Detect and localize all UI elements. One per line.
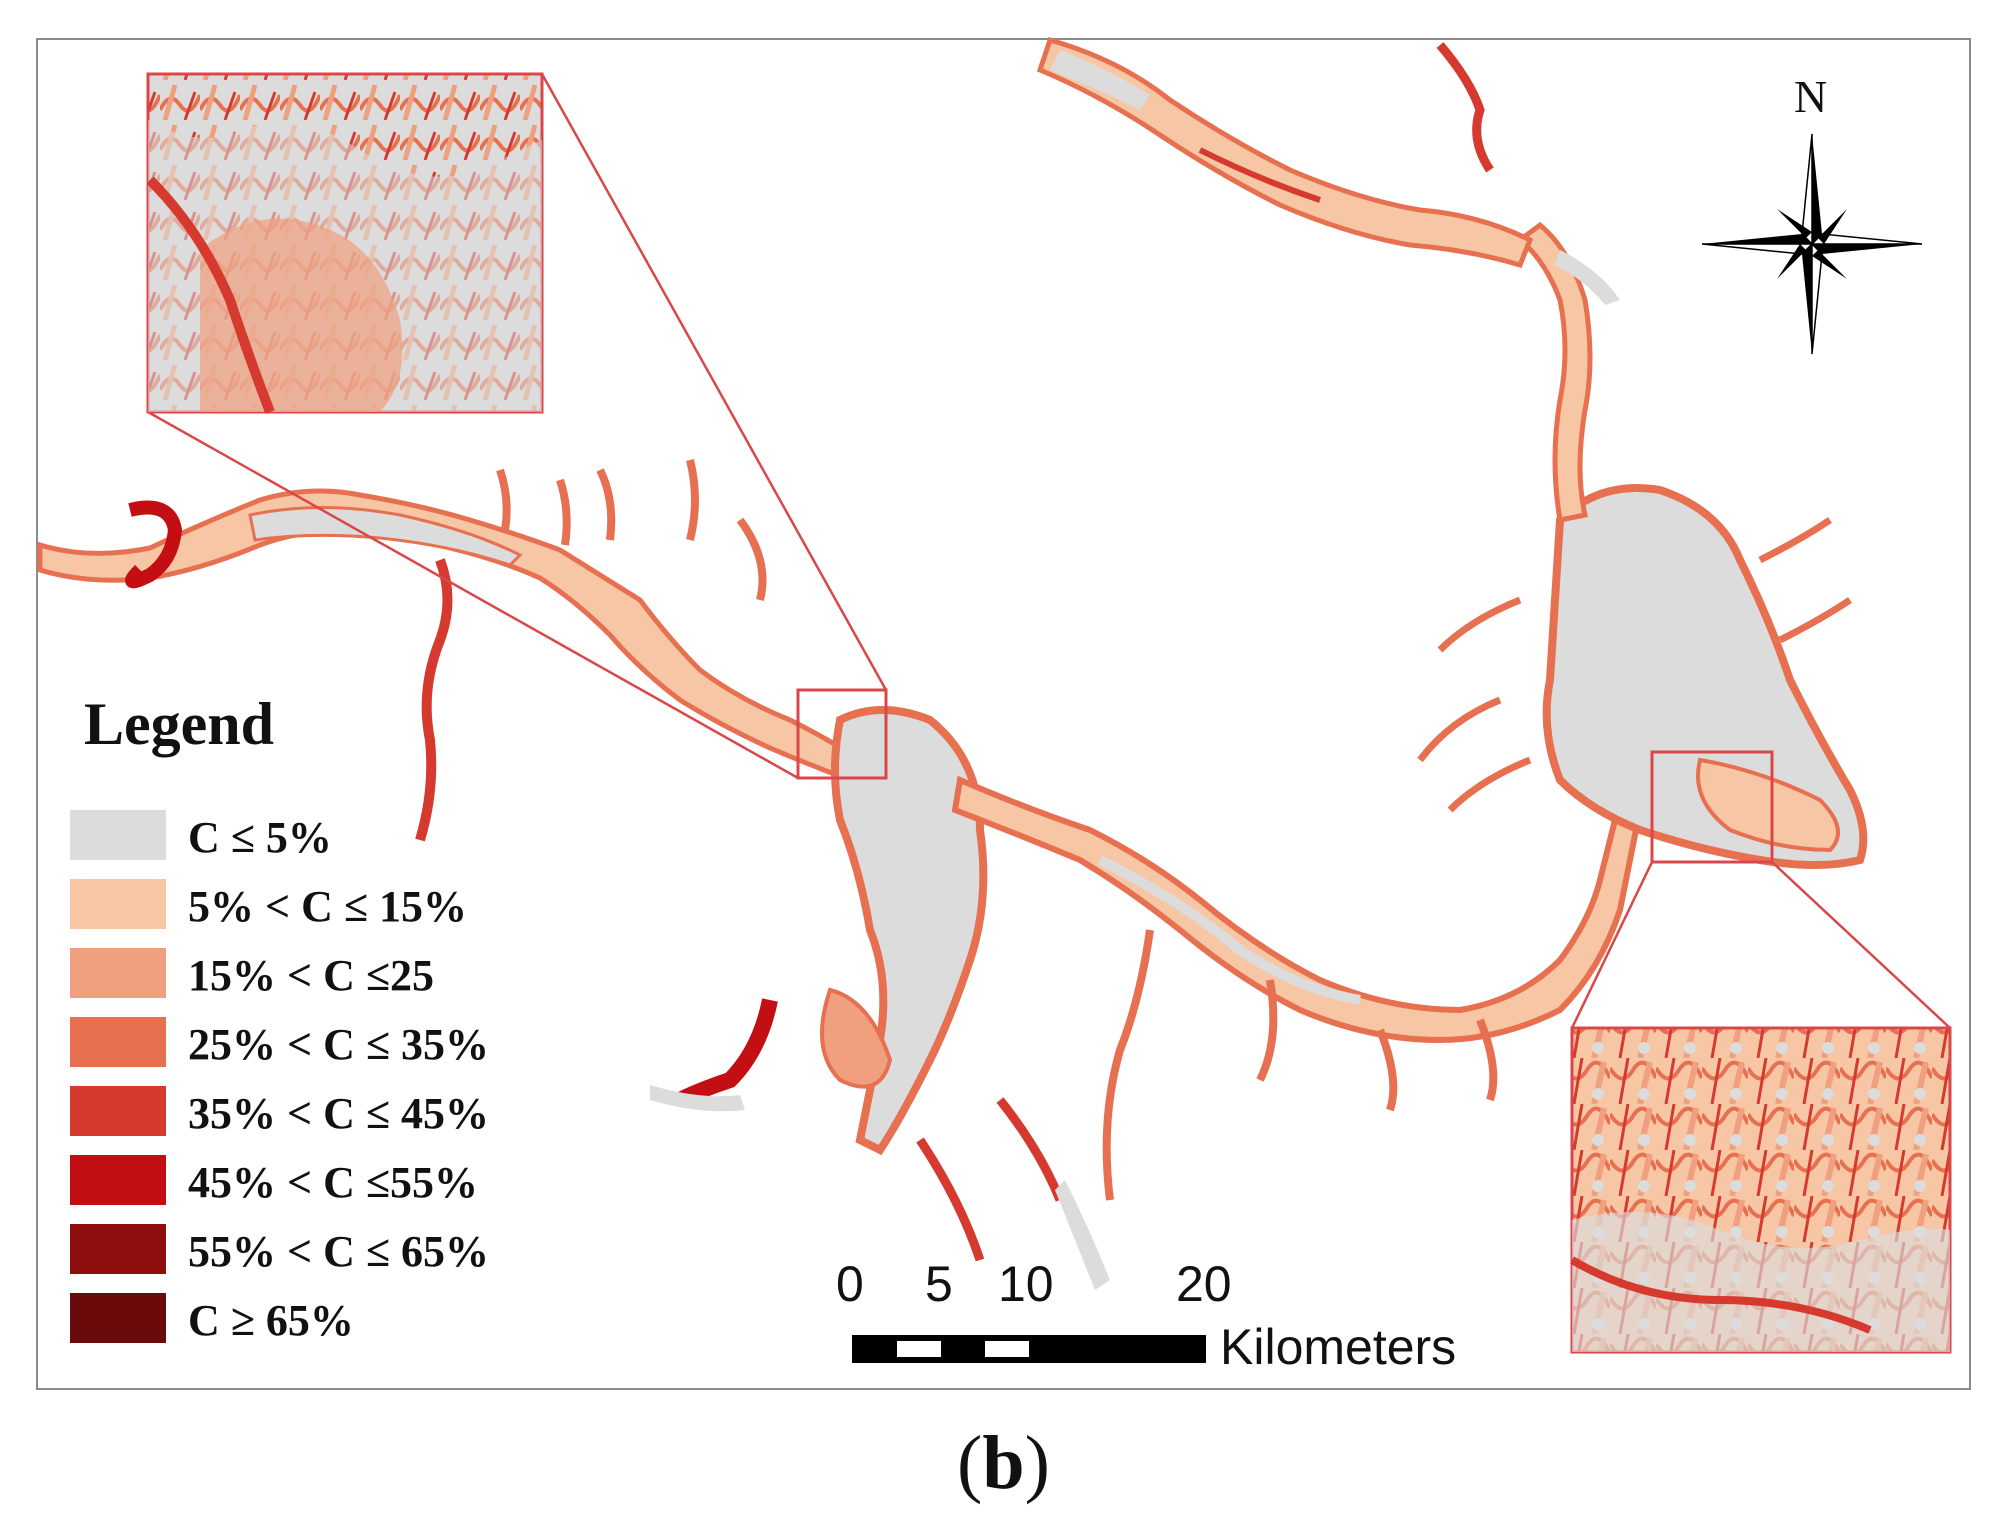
inset-panel-east: [1569, 1026, 1952, 1354]
scale-tick-label: 20: [1176, 1256, 1232, 1312]
scale-tick-label: 5: [925, 1256, 953, 1312]
north-label: N: [1794, 71, 1828, 122]
legend-title: Legend: [84, 691, 275, 757]
scale-bar: [852, 1335, 1206, 1363]
legend-swatch: [70, 1017, 166, 1067]
legend-label: 15% < C ≤25: [188, 951, 434, 1000]
legend-swatch: [70, 879, 166, 929]
reservoir-west-arm: [37, 459, 864, 842]
scale-tick-label: 10: [998, 1256, 1054, 1312]
inset-connectors: [147, 73, 1951, 1029]
legend-label: 35% < C ≤ 45%: [188, 1089, 489, 1138]
inset-panel-west: [146, 72, 544, 414]
inset-locator-east: [1650, 750, 1774, 864]
legend-label: C ≤ 5%: [188, 813, 332, 862]
reservoir-south-channel: [951, 775, 1644, 1201]
caption-letter: b: [982, 1421, 1025, 1505]
legend-swatch: [70, 948, 166, 998]
north-arrow-icon: [1701, 133, 1923, 355]
reservoir-central-lobe: [676, 706, 1065, 1262]
legend-label: 5% < C ≤ 15%: [188, 882, 467, 931]
figure-caption: (b): [0, 1420, 2007, 1507]
legend-label: 45% < C ≤55%: [188, 1158, 478, 1207]
legend-swatch: [70, 1086, 166, 1136]
caption-open: (: [957, 1421, 983, 1505]
legend-label: 55% < C ≤ 65%: [188, 1227, 489, 1276]
legend-label: C ≥ 65%: [188, 1296, 354, 1345]
scale-units-label: Kilometers: [1220, 1319, 1457, 1375]
reservoir-north-channel: [1036, 36, 1593, 523]
legend-swatch: [70, 1155, 166, 1205]
reservoir-east-lake: [1417, 484, 1868, 869]
caption-close: ): [1024, 1421, 1050, 1505]
reservoir-tails: [650, 250, 1620, 1290]
scale-tick-label: 0: [836, 1256, 864, 1312]
legend-swatch: [70, 1293, 166, 1343]
legend-swatch: [70, 1224, 166, 1274]
inset-locator-west: [796, 688, 888, 780]
legend-swatch: [70, 810, 166, 860]
legend-label: 25% < C ≤ 35%: [188, 1020, 489, 1069]
